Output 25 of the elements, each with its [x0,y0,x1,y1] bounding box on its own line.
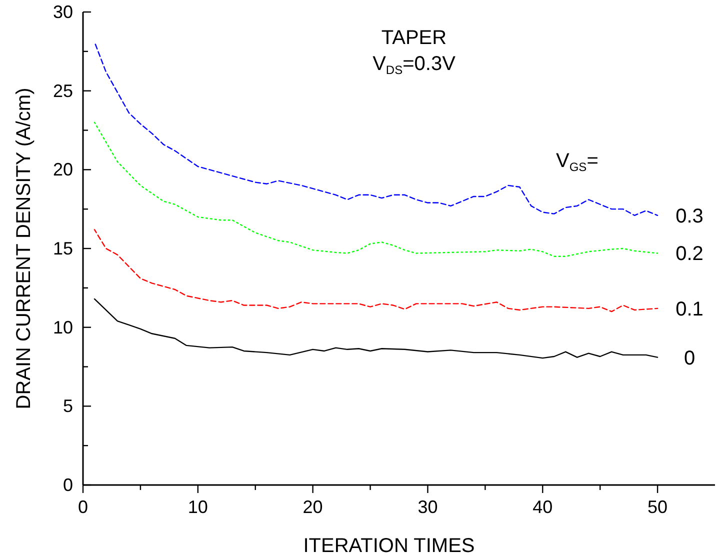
line-series [94,228,658,312]
series-label: 0 [684,347,696,370]
annotation: V$_{DS}$=0.3V [372,53,456,77]
x-tick-label: 50 [648,497,668,517]
line-series [94,298,658,359]
x-tick-label: 0 [78,497,88,517]
x-tick-label: 30 [418,497,438,517]
series-label: 0.3 [676,205,704,228]
series-label: 0.1 [676,298,704,320]
y-axis-title: DRAIN CURRENT DENSITY (A/cm) [13,88,35,410]
y-tick-label: 30 [52,2,73,22]
y-tick-label: 10 [52,317,73,338]
legend-title: V$_{GS}$= [556,150,598,174]
x-tick-label: 20 [302,497,323,517]
y-tick-label: 25 [52,80,73,101]
annotation: TAPER [381,27,447,49]
y-tick-label: 20 [52,160,73,180]
x-tick-label: 40 [532,497,553,517]
x-axis-title: ITERATION TIMES [303,535,475,557]
y-tick-label: 15 [52,238,73,258]
x-tick-label: 10 [188,497,208,517]
line-series [94,122,658,257]
y-tick-label: 0 [62,475,73,495]
series-label: 0.2 [676,243,704,266]
y-tick-label: 5 [62,396,73,416]
